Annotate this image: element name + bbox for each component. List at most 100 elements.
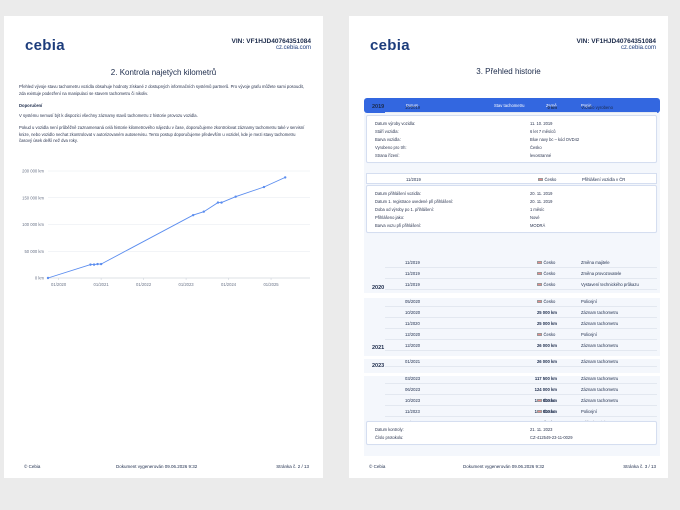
- row-date: 11/2019: [405, 260, 420, 265]
- history-row[interactable]: 05/2020 Česko Policejní: [385, 296, 657, 307]
- recommendation-text-1: V systému nemusí být k dispozici všechny…: [19, 113, 198, 118]
- detail-key: Doba od výroby po 1. přihlášení:: [375, 207, 434, 212]
- history-row[interactable]: 10/2023 141 000 km Česko Záznam tachometru: [385, 395, 657, 406]
- row-country: Česko: [537, 282, 555, 287]
- row-country: Česko: [537, 271, 555, 276]
- history-row[interactable]: 12/2020 Česko Policejní: [385, 329, 657, 340]
- detail-value: CZ-412549-23-11-0029: [530, 435, 573, 440]
- data-point: [284, 176, 287, 179]
- row-odometer: 25 000 km: [536, 321, 557, 326]
- year-label-2023: 2023: [372, 363, 385, 369]
- row-description: Policejní: [581, 332, 597, 337]
- czech-flag-icon: [537, 260, 542, 265]
- row-date: 11/2019: [405, 282, 420, 287]
- year-block-2020: [364, 298, 660, 356]
- history-row[interactable]: 11/2019 Česko Změna provozovatele: [385, 268, 657, 279]
- vin-label: VIN: VF1HJD40764351084: [576, 38, 657, 45]
- row-description: Vystavení technického průkazu: [581, 282, 639, 287]
- data-point: [234, 195, 237, 198]
- history-row[interactable]: 11/2020 25 000 km Záznam tachometru: [385, 318, 657, 329]
- czech-flag-icon: [538, 177, 543, 182]
- history-row[interactable]: 11/2019 Česko Přihlášení vozidla v ČR: [366, 173, 657, 184]
- data-point: [216, 201, 220, 204]
- row-odometer: 141 000 km: [534, 398, 557, 403]
- detail-value: levostranné: [530, 153, 552, 158]
- footer-page-number: Stránka č. 2 / 13: [276, 464, 309, 469]
- report-page-3: cebia VIN: VF1HJD40764351084 cz.cebia.co…: [349, 16, 668, 478]
- detail-value: Nové: [530, 215, 540, 220]
- detail-key: Číslo protokolu:: [375, 435, 404, 440]
- history-row[interactable]: 10/2019 0 km Vozidlo vyrobeno: [385, 102, 657, 113]
- row-odometer: 141 000 km: [534, 409, 557, 414]
- history-row[interactable]: 10/2020 25 000 km Záznam tachometru: [385, 307, 657, 318]
- row-country: Česko: [538, 177, 556, 182]
- row-odometer: 26 000 km: [536, 343, 557, 348]
- row-date: 11/2019: [406, 177, 421, 182]
- row-description: Změna majitele: [581, 260, 610, 265]
- x-tick-label: 01/2025: [263, 282, 279, 287]
- mileage-chart: 200 000 km 150 000 km 100 000 km 50 000 km 0…: [22, 169, 310, 287]
- row-country: Česko: [537, 299, 555, 304]
- detail-value: 21. 11. 2023: [530, 427, 553, 432]
- detail-value: 11. 10. 2019: [530, 121, 553, 126]
- section-title-mileage: 2. Kontrola najetých kilometrů: [110, 68, 217, 77]
- x-tick-label: 01/2021: [94, 282, 110, 287]
- czech-flag-icon: [537, 398, 542, 403]
- country-name: Česko: [543, 409, 556, 414]
- y-tick-label: 100 000 km: [22, 222, 44, 227]
- detail-key: Datum výroby vozidla:: [375, 121, 416, 126]
- row-date: 10/2020: [405, 310, 421, 315]
- history-row[interactable]: 06/2023 124 000 km Záznam tachometru: [385, 384, 657, 395]
- footer-page-number: Stránka č. 3 / 13: [623, 464, 656, 469]
- data-point: [96, 262, 99, 266]
- history-row[interactable]: 11/2019 Česko Vystavení technického průkaz…: [385, 279, 657, 290]
- y-tick-label: 0 km: [35, 276, 45, 281]
- report-page-2: cebia VIN: VF1HJD40764351084 cz.cebia.co…: [4, 16, 323, 478]
- row-description: Záznam tachometru: [581, 398, 619, 403]
- cebia-logo: cebia: [370, 37, 410, 54]
- history-row[interactable]: 03/2023 117 500 km Záznam tachometru: [385, 373, 657, 384]
- row-description: Záznam tachometru: [581, 387, 619, 392]
- cebia-logo: cebia: [25, 37, 65, 54]
- row-odometer: 124 000 km: [534, 387, 557, 392]
- row-date: 12/2020: [405, 332, 421, 337]
- footer-generated: Dokument vygenerován 09.06.2026 9:32: [463, 464, 545, 469]
- row-description: Změna provozovatele: [581, 271, 622, 276]
- data-point: [92, 263, 96, 266]
- data-point: [262, 185, 266, 189]
- website-link[interactable]: cz.cebia.com: [620, 45, 656, 51]
- row-date: 12/2020: [405, 343, 421, 348]
- history-row[interactable]: 11/2023 141 000 km Česko Policejní: [385, 406, 657, 417]
- footer-generated: Dokument vygenerován 09.06.2026 9:32: [116, 464, 198, 469]
- row-country: Česko: [537, 398, 555, 403]
- section-title-history: 3. Přehled historie: [476, 67, 541, 76]
- country-name: Česko: [543, 260, 556, 265]
- row-date: 10/2023: [405, 398, 421, 403]
- website-link[interactable]: cz.cebia.com: [275, 45, 311, 51]
- row-odometer: 0 km: [547, 105, 557, 110]
- czech-flag-icon: [537, 409, 542, 414]
- vin-label: VIN: VF1HJD40764351084: [231, 38, 312, 45]
- row-odometer: 25 000 km: [536, 310, 557, 315]
- czech-flag-icon: [537, 299, 542, 304]
- mileage-intro-text: Přehled vývoje stavu tachometru vozidla …: [19, 84, 304, 96]
- detail-key: Datum kontroly:: [375, 427, 404, 432]
- column-header-date: Datum: [406, 103, 419, 108]
- history-row[interactable]: 12/2020 26 000 km Záznam tachometru: [385, 340, 657, 351]
- row-description: Záznam tachometru: [581, 310, 619, 315]
- detail-key: Strana řízení:: [375, 153, 400, 158]
- detail-value: Blue navy bc – kód OVD42: [530, 137, 580, 142]
- row-description: Záznam tachometru: [581, 376, 619, 381]
- detail-value: 20. 11. 2019: [530, 191, 553, 196]
- country-name: Česko: [543, 398, 556, 403]
- history-row[interactable]: 11/2019 Česko Změna majitele: [385, 257, 657, 268]
- data-point: [191, 213, 195, 217]
- column-header-odometer: Stav tachometru: [494, 103, 525, 108]
- x-tick-label: 01/2024: [221, 282, 237, 287]
- detail-value: Česko: [530, 145, 542, 150]
- registration-details-card: Datum přihlášení vozidla: 20. 11. 2019 Da…: [366, 185, 657, 233]
- row-date: 03/2023: [405, 376, 421, 381]
- data-point: [99, 262, 103, 266]
- history-row[interactable]: 01/2021 26 000 km Záznam tachometru: [385, 356, 657, 367]
- production-details-card: Datum výroby vozidla: 11. 10. 2019 Stáří …: [366, 115, 657, 163]
